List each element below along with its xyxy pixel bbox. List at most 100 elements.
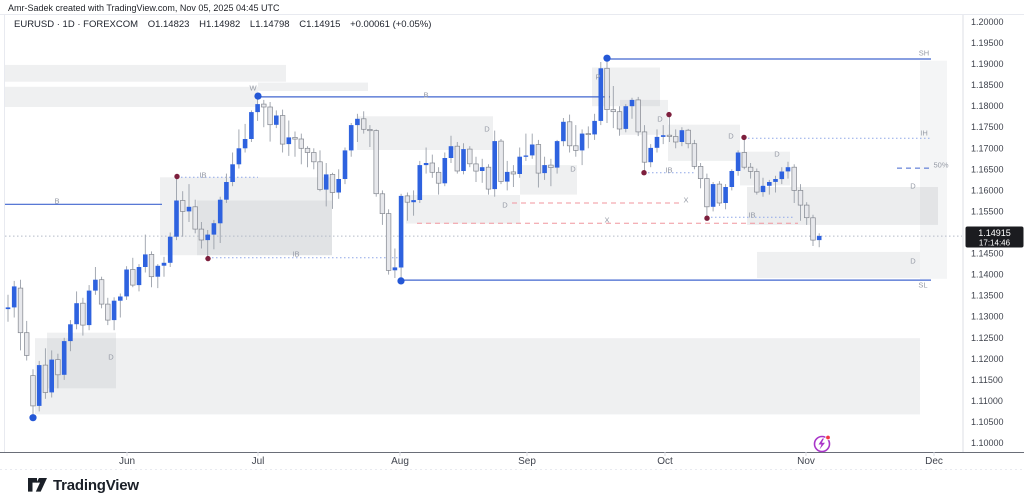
price-tick-label[interactable]: 1.17000 — [971, 143, 1004, 153]
candle-down[interactable] — [804, 204, 810, 219]
candle-up[interactable] — [648, 147, 653, 163]
candle-down[interactable] — [379, 193, 386, 214]
candle-up[interactable] — [230, 164, 235, 182]
candle-up[interactable] — [773, 179, 778, 182]
swing-markers[interactable] — [29, 54, 747, 422]
candle-up[interactable] — [286, 137, 292, 145]
candlestick-series[interactable] — [5, 56, 822, 417]
symbol-title[interactable]: EURUSD · 1D · FOREXCOM — [14, 19, 139, 30]
candle-down[interactable] — [292, 137, 298, 140]
candle-down[interactable] — [604, 67, 610, 110]
candle-down[interactable] — [548, 164, 554, 168]
candle-up[interactable] — [342, 150, 348, 179]
price-tick-label[interactable]: 1.12000 — [971, 354, 1004, 364]
zone[interactable] — [592, 67, 660, 107]
price-tick-label[interactable]: 1.10500 — [971, 417, 1004, 427]
candle-up[interactable] — [579, 133, 585, 151]
candle-down[interactable] — [98, 279, 105, 305]
candle-up[interactable] — [5, 307, 11, 310]
price-tick-label[interactable]: 1.11000 — [971, 396, 1003, 406]
candle-down[interactable] — [30, 375, 36, 407]
structure-label[interactable]: P — [595, 73, 600, 82]
candle-down[interactable] — [641, 131, 648, 163]
structure-lines[interactable] — [5, 58, 962, 281]
internal-point-dot[interactable] — [205, 255, 211, 262]
candle-up[interactable] — [111, 300, 117, 321]
zone[interactable] — [5, 86, 258, 107]
price-tick-label[interactable]: 1.20000 — [971, 17, 1004, 27]
candle-up[interactable] — [779, 171, 785, 180]
candle-down[interactable] — [454, 145, 460, 172]
candle-up[interactable] — [504, 171, 510, 182]
price-tick-label[interactable]: 1.12500 — [971, 333, 1004, 343]
candle-down[interactable] — [385, 213, 392, 271]
lightning-circle-icon[interactable] — [813, 434, 831, 453]
candle-up[interactable] — [211, 223, 217, 235]
structure-label[interactable]: SL — [918, 281, 927, 290]
price-tick-label[interactable]: 1.15500 — [971, 206, 1004, 216]
candle-up[interactable] — [136, 267, 142, 286]
zone[interactable] — [520, 165, 577, 195]
zone[interactable] — [357, 116, 493, 150]
candle-up[interactable] — [392, 267, 398, 271]
price-tick-label[interactable]: 1.16000 — [971, 185, 1004, 195]
candle-down[interactable] — [17, 287, 24, 334]
candle-down[interactable] — [261, 103, 267, 108]
swing-point-dot[interactable] — [254, 92, 262, 100]
candle-down[interactable] — [610, 109, 616, 113]
candle-down[interactable] — [741, 152, 747, 168]
candle-up[interactable] — [348, 125, 354, 151]
structure-label[interactable]: D — [657, 115, 663, 124]
candle-up[interactable] — [355, 118, 360, 126]
candle-up[interactable] — [205, 234, 210, 241]
candle-up[interactable] — [323, 174, 329, 190]
candle-down[interactable] — [42, 364, 49, 393]
candle-down[interactable] — [585, 133, 591, 135]
candle-down[interactable] — [485, 166, 492, 190]
candle-down[interactable] — [311, 152, 317, 163]
month-label[interactable]: Jun — [119, 456, 135, 467]
month-label[interactable]: Aug — [391, 456, 409, 467]
candle-up[interactable] — [174, 200, 179, 237]
candle-up[interactable] — [542, 165, 547, 174]
symbol-ohlc-bar[interactable]: EURUSD · 1D · FOREXCOM O1.14823 H1.14982… — [14, 19, 438, 30]
candle-up[interactable] — [167, 236, 173, 263]
month-label[interactable]: Sep — [518, 456, 536, 467]
candle-down[interactable] — [797, 190, 804, 206]
structure-label[interactable]: X — [604, 216, 609, 225]
candle-down[interactable] — [810, 217, 816, 241]
candle-up[interactable] — [760, 185, 766, 193]
candle-up[interactable] — [417, 165, 423, 200]
price-tick-label[interactable]: 1.18500 — [971, 80, 1004, 90]
candle-up[interactable] — [729, 171, 735, 187]
structure-label[interactable]: D — [728, 132, 734, 141]
zone[interactable] — [668, 124, 740, 161]
candle-down[interactable] — [791, 166, 797, 191]
price-tick-label[interactable]: 1.10000 — [971, 438, 1004, 448]
candle-down[interactable] — [697, 166, 704, 179]
candle-up[interactable] — [217, 199, 223, 224]
zone[interactable] — [258, 82, 368, 91]
structure-label[interactable]: 50% — [933, 161, 948, 170]
candle-down[interactable] — [704, 178, 710, 208]
price-tick-label[interactable]: 1.17500 — [971, 122, 1004, 132]
internal-point-dot[interactable] — [666, 111, 672, 118]
candle-down[interactable] — [473, 163, 479, 172]
candle-up[interactable] — [592, 120, 597, 135]
candle-up[interactable] — [274, 115, 279, 125]
candle-up[interactable] — [517, 156, 522, 174]
candle-up[interactable] — [529, 144, 535, 156]
candle-up[interactable] — [442, 158, 448, 184]
internal-point-dot[interactable] — [174, 173, 180, 180]
month-label[interactable]: Jul — [252, 456, 265, 467]
structure-label[interactable]: SH — [919, 49, 929, 58]
candle-down[interactable] — [716, 183, 723, 204]
structure-label[interactable]: X — [683, 196, 688, 205]
candle-up[interactable] — [36, 365, 42, 406]
candle-up[interactable] — [561, 121, 566, 142]
candle-up[interactable] — [735, 152, 741, 172]
candle-down[interactable] — [747, 166, 754, 172]
candle-up[interactable] — [86, 290, 92, 326]
candle-down[interactable] — [510, 171, 517, 175]
